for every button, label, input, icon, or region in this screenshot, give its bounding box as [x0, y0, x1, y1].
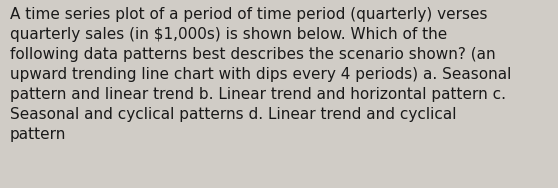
Text: A time series plot of a period of time period (quarterly) verses
quarterly sales: A time series plot of a period of time p… [10, 7, 512, 142]
